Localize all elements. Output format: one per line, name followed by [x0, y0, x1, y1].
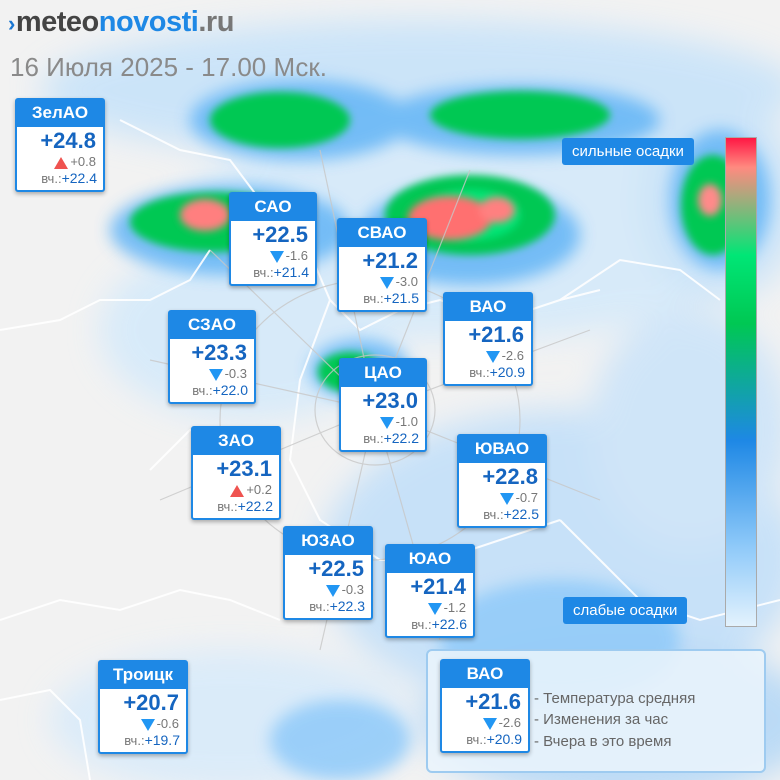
hourly-change: -2.6 — [501, 348, 524, 363]
district-temperature: +23.0 — [362, 388, 418, 413]
hourly-change: -0.3 — [341, 582, 364, 597]
district-temperature: +21.6 — [468, 322, 524, 347]
district-temperature: +21.4 — [410, 574, 466, 599]
district-card-cao[interactable]: ЦАО +23.0 -1.0 вч.:+22.2 — [339, 358, 427, 452]
hourly-change: -1.2 — [443, 600, 466, 615]
district-card-troitsk[interactable]: Троицк +20.7 -0.6 вч.:+19.7 — [98, 660, 188, 754]
yesterday-temperature: +22.4 — [61, 170, 97, 186]
hourly-change: -1.0 — [395, 414, 418, 429]
legend-line-average-temp: - Температура средняя — [534, 690, 696, 707]
heavy-precipitation-label: сильные осадки — [562, 138, 694, 165]
district-temperature: +21.6 — [465, 689, 521, 714]
district-name: Троицк — [100, 662, 186, 689]
yesterday-label: вч.: — [253, 265, 274, 280]
district-name: СВАО — [339, 220, 425, 247]
forecast-datetime: 16 Июля 2025 - 17.00 Мск. — [10, 52, 328, 82]
district-temperature: +23.3 — [191, 340, 247, 365]
yesterday-temperature: +22.0 — [212, 382, 248, 398]
yesterday-label: вч.: — [309, 599, 330, 614]
district-temperature: +20.7 — [123, 690, 179, 715]
district-name: ЗелАО — [17, 100, 103, 127]
trend-down-icon — [325, 584, 340, 597]
district-card-zelao[interactable]: ЗелАО +24.8 +0.8 вч.:+22.4 — [15, 98, 105, 192]
intense-precipitation-layer — [180, 184, 722, 240]
hourly-change: +0.2 — [246, 482, 272, 497]
district-name: ЮАО — [387, 546, 473, 573]
yesterday-temperature: +21.4 — [273, 264, 309, 280]
trend-down-icon — [208, 368, 223, 381]
yesterday-label: вч.: — [363, 291, 384, 306]
district-name: СЗАО — [170, 312, 254, 339]
hourly-change: -0.6 — [156, 716, 179, 731]
district-card-yuzao[interactable]: ЮЗАО +22.5 -0.3 вч.:+22.3 — [283, 526, 373, 620]
trend-down-icon — [499, 492, 514, 505]
district-name: ВАО — [442, 661, 528, 688]
district-temperature: +22.5 — [252, 222, 308, 247]
logo-part-domain: .ru — [198, 6, 234, 38]
district-temperature: +24.8 — [40, 128, 96, 153]
district-card-yuvao[interactable]: ЮВАО +22.8 -0.7 вч.:+22.5 — [457, 434, 547, 528]
legend-line-hourly-change: - Изменения за час — [534, 711, 669, 728]
yesterday-temperature: +20.9 — [489, 364, 525, 380]
precipitation-scale-bar — [725, 137, 757, 627]
site-logo[interactable]: ›meteonovosti.ru — [8, 6, 234, 39]
trend-down-icon — [427, 602, 442, 615]
district-card-szao[interactable]: СЗАО +23.3 -0.3 вч.:+22.0 — [168, 310, 256, 404]
yesterday-temperature: +19.7 — [144, 732, 180, 748]
district-name: ЮВАО — [459, 436, 545, 463]
district-card-sao[interactable]: САО +22.5 -1.6 вч.:+21.4 — [229, 192, 317, 286]
hourly-change: -0.3 — [224, 366, 247, 381]
yesterday-temperature: +22.5 — [503, 506, 539, 522]
district-card-zao[interactable]: ЗАО +23.1 +0.2 вч.:+22.2 — [191, 426, 281, 520]
district-name: ЮЗАО — [285, 528, 371, 555]
yesterday-temperature: +22.2 — [237, 498, 273, 514]
district-name: ЗАО — [193, 428, 279, 455]
legend-sample-card: ВАО +21.6 -2.6 вч.:+20.9 — [440, 659, 530, 753]
yesterday-label: вч.: — [483, 507, 504, 522]
trend-down-icon — [379, 276, 394, 289]
trend-down-icon — [379, 416, 394, 429]
district-card-vao[interactable]: ВАО +21.6 -2.6 вч.:+20.9 — [443, 292, 533, 386]
yesterday-temperature: +20.9 — [486, 731, 522, 747]
yesterday-label: вч.: — [217, 499, 238, 514]
yesterday-temperature: +22.6 — [431, 616, 467, 632]
district-name: ВАО — [445, 294, 531, 321]
trend-up-icon — [54, 156, 69, 169]
logo-mark-icon: › — [8, 11, 15, 36]
yesterday-temperature: +22.3 — [329, 598, 365, 614]
district-temperature: +23.1 — [216, 456, 272, 481]
district-name: ЦАО — [341, 360, 425, 387]
trend-down-icon — [140, 718, 155, 731]
trend-down-icon — [269, 250, 284, 263]
district-card-yuao[interactable]: ЮАО +21.4 -1.2 вч.:+22.6 — [385, 544, 475, 638]
yesterday-label: вч.: — [41, 171, 62, 186]
yesterday-temperature: +21.5 — [383, 290, 419, 306]
trend-down-icon — [485, 350, 500, 363]
district-temperature: +22.5 — [308, 556, 364, 581]
light-precipitation-label: слабые осадки — [563, 597, 688, 624]
yesterday-temperature: +22.2 — [383, 430, 419, 446]
yesterday-label: вч.: — [466, 732, 487, 747]
yesterday-label: вч.: — [192, 383, 213, 398]
logo-part-novosti: novosti — [98, 6, 199, 38]
district-name: САО — [231, 194, 315, 221]
hourly-change: -1.6 — [285, 248, 308, 263]
hourly-change: -0.7 — [515, 490, 538, 505]
yesterday-label: вч.: — [363, 431, 384, 446]
district-temperature: +21.2 — [362, 248, 418, 273]
logo-part-meteo: meteo — [15, 6, 99, 38]
trend-up-icon — [230, 484, 245, 497]
hourly-change: +0.8 — [70, 154, 96, 169]
district-card-svao[interactable]: СВАО +21.2 -3.0 вч.:+21.5 — [337, 218, 427, 312]
yesterday-label: вч.: — [411, 617, 432, 632]
legend-line-yesterday: - Вчера в это время — [534, 733, 672, 750]
hourly-change: -3.0 — [395, 274, 418, 289]
hourly-change: -2.6 — [498, 715, 521, 730]
trend-down-icon — [482, 717, 497, 730]
yesterday-label: вч.: — [469, 365, 490, 380]
yesterday-label: вч.: — [124, 733, 145, 748]
district-temperature: +22.8 — [482, 464, 538, 489]
